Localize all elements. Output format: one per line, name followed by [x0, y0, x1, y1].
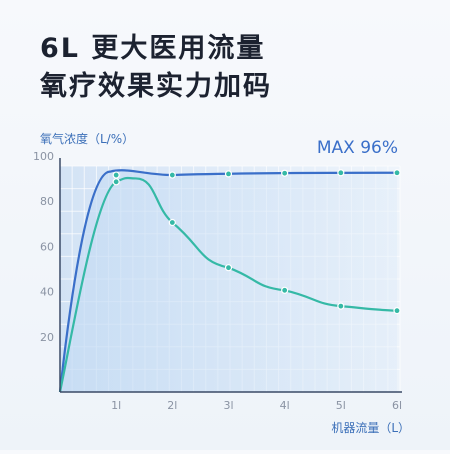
series-lines: [58, 169, 398, 393]
axis-labels: 20 40 60 80 100 1l 2l 3l 4l 5l 6l: [33, 150, 402, 412]
series-line-upper: [58, 169, 398, 393]
data-point-upper: [224, 170, 233, 178]
data-point-upper: [337, 169, 345, 177]
y-tick-label: 20: [40, 331, 54, 344]
data-point-lower: [281, 286, 289, 294]
headline-line-2: 氧疗效果实力加码: [40, 71, 272, 102]
data-point-lower: [168, 218, 176, 227]
axes: [59, 158, 402, 393]
data-point-upper: [112, 171, 120, 179]
upper-area: [60, 170, 397, 392]
data-point-lower: [393, 307, 401, 315]
y-tick-label: 60: [40, 240, 54, 253]
headline-line-1: 6L 更大医用流量: [40, 33, 266, 64]
y-axis-label: 氧气浓度（L/%）: [40, 131, 134, 146]
x-axis-label: 机器流量（L）: [331, 421, 410, 435]
data-point-upper: [393, 169, 401, 177]
series-line-lower: [58, 176, 398, 393]
y-tick-label: 80: [40, 195, 54, 208]
x-tick-label: 3l: [223, 399, 233, 412]
max-annotation: MAX 96%: [317, 138, 398, 158]
data-points: [112, 169, 401, 315]
data-point-upper: [281, 169, 289, 177]
headline: 6L 更大医用流量 氧疗效果实力加码: [40, 30, 272, 106]
x-tick-label: 6l: [392, 399, 402, 412]
data-point-lower: [112, 178, 120, 186]
area-fill: [60, 170, 397, 392]
x-tick-label: 5l: [336, 399, 346, 412]
data-point-lower: [224, 264, 233, 272]
x-tick-label: 2l: [167, 399, 177, 412]
x-tick-label: 4l: [280, 399, 290, 412]
y-tick-label: 40: [40, 286, 54, 299]
y-tick-label: 100: [33, 150, 54, 163]
x-tick-label: 1l: [111, 399, 121, 412]
data-point-lower: [337, 302, 345, 310]
data-point-upper: [168, 171, 176, 179]
